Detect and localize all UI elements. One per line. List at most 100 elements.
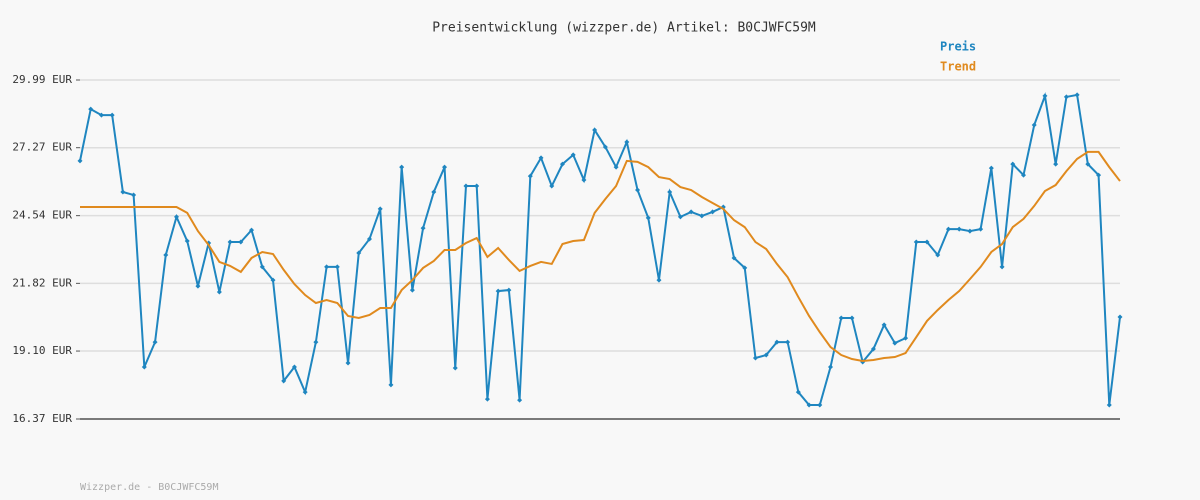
y-tick-label: 16.37 EUR	[12, 412, 72, 425]
point	[141, 364, 147, 370]
point	[409, 287, 415, 293]
point	[88, 106, 94, 112]
point	[399, 164, 405, 170]
point	[1085, 161, 1091, 167]
point	[1106, 402, 1112, 408]
point	[592, 127, 598, 133]
point	[999, 264, 1005, 270]
point	[527, 173, 533, 179]
point	[881, 322, 887, 328]
point	[656, 277, 662, 283]
point	[559, 161, 565, 167]
point	[377, 206, 383, 212]
point	[752, 355, 758, 361]
point	[956, 226, 962, 232]
point	[442, 164, 448, 170]
y-tick-label: 21.82 EUR	[12, 276, 72, 289]
series-line	[80, 150, 1121, 363]
point	[195, 283, 201, 289]
point	[281, 378, 287, 384]
point	[109, 112, 115, 118]
point	[613, 164, 619, 170]
point	[913, 239, 919, 245]
point	[227, 239, 233, 245]
point	[806, 402, 812, 408]
point	[334, 264, 340, 270]
point	[77, 158, 83, 164]
point	[677, 214, 683, 220]
point	[635, 187, 641, 193]
point	[1053, 161, 1059, 167]
point	[988, 165, 994, 171]
point	[1074, 92, 1080, 98]
point	[291, 364, 297, 370]
point	[1117, 314, 1123, 320]
point	[216, 289, 222, 295]
point	[785, 339, 791, 345]
point	[967, 228, 973, 234]
point	[1042, 93, 1048, 99]
point	[828, 364, 834, 370]
point	[731, 255, 737, 261]
point	[978, 226, 984, 232]
point	[345, 360, 351, 366]
point	[506, 287, 512, 293]
point	[688, 209, 694, 215]
point	[742, 265, 748, 271]
point	[763, 352, 769, 358]
point	[870, 346, 876, 352]
point	[924, 239, 930, 245]
point	[420, 225, 426, 231]
point	[602, 144, 608, 150]
point	[1063, 94, 1069, 100]
point	[249, 227, 255, 233]
series-line	[79, 91, 1121, 407]
point	[324, 264, 330, 270]
point	[120, 189, 126, 195]
point	[710, 209, 716, 215]
point	[388, 382, 394, 388]
point	[838, 315, 844, 321]
point	[1096, 172, 1102, 178]
point	[1031, 122, 1037, 128]
point	[903, 335, 909, 341]
point	[1021, 172, 1027, 178]
point	[667, 189, 673, 195]
point	[581, 177, 587, 183]
point	[1010, 161, 1016, 167]
point	[549, 183, 555, 189]
point	[935, 252, 941, 258]
point	[945, 226, 951, 232]
point	[849, 315, 855, 321]
legend-label: Preis	[940, 40, 976, 54]
point	[173, 214, 179, 220]
point	[302, 389, 308, 395]
point	[495, 288, 501, 294]
y-tick-label: 27.27 EUR	[12, 141, 72, 154]
point	[817, 402, 823, 408]
point	[366, 236, 372, 242]
point	[270, 277, 276, 283]
point	[892, 340, 898, 346]
point	[163, 252, 169, 258]
point	[774, 339, 780, 345]
y-tick-label: 29.99 EUR	[12, 73, 72, 86]
point	[238, 239, 244, 245]
point	[474, 183, 480, 189]
point	[431, 189, 437, 195]
point	[624, 139, 630, 145]
point	[152, 339, 158, 345]
point	[131, 192, 137, 198]
point	[98, 112, 104, 118]
point	[484, 396, 490, 402]
point	[517, 397, 523, 403]
chart-title: Preisentwicklung (wizzper.de) Artikel: B…	[432, 21, 816, 36]
point	[795, 389, 801, 395]
y-tick-label: 24.54 EUR	[12, 209, 72, 222]
point	[356, 250, 362, 256]
footer: Wizzper.de - B0CJWFC59M	[80, 482, 218, 493]
point	[463, 183, 469, 189]
y-tick-label: 19.10 EUR	[12, 344, 72, 357]
point	[538, 155, 544, 161]
